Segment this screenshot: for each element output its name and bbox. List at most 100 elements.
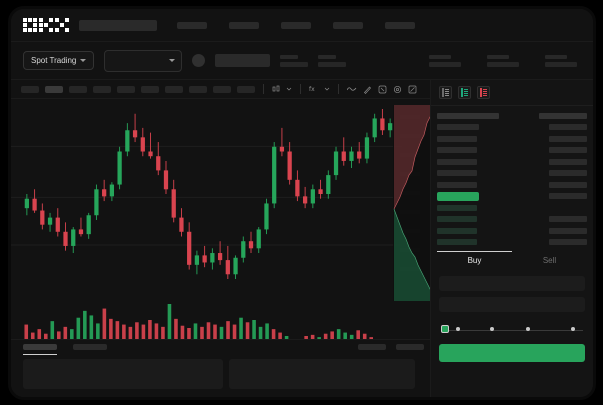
bottom-panel-left[interactable] xyxy=(23,359,223,389)
orderbook-ask-row[interactable] xyxy=(437,146,587,155)
tf-9[interactable] xyxy=(213,85,231,93)
orderbook-cell-amount xyxy=(549,216,587,222)
tf-5[interactable] xyxy=(117,85,135,93)
stat-label xyxy=(487,54,509,59)
orderbook-cell-amount xyxy=(549,181,587,188)
stat-value xyxy=(545,61,577,67)
order-amount-slider[interactable] xyxy=(441,325,583,336)
stat-value xyxy=(280,61,309,67)
tab-sell[interactable]: Sell xyxy=(542,255,557,265)
orderbook-bid-row[interactable] xyxy=(437,226,587,235)
gear-icon[interactable] xyxy=(393,85,402,94)
orderbook-cell-price xyxy=(437,170,477,176)
orderbook-cell-price xyxy=(437,135,477,142)
pair-select-dropdown[interactable] xyxy=(104,49,183,72)
orderbook-cell-amount xyxy=(549,135,587,142)
orders-tabs-bar xyxy=(11,339,436,355)
orderbook-ask-row[interactable] xyxy=(437,169,587,178)
stat-change xyxy=(318,54,347,67)
slider-node-25[interactable] xyxy=(456,327,461,331)
market-stats-right xyxy=(429,54,577,67)
orderbook-mode-both[interactable] xyxy=(439,86,452,99)
okx-logo-glyph-k xyxy=(39,18,53,32)
fullscreen-icon[interactable] xyxy=(408,85,417,94)
orderbook-last-price-row[interactable] xyxy=(437,191,587,201)
bottom-tab-action-2[interactable] xyxy=(396,343,424,350)
orderbook-rows[interactable] xyxy=(431,106,593,247)
stat-value xyxy=(318,61,347,67)
stat-last-price xyxy=(280,54,309,67)
nav-item-3[interactable] xyxy=(281,21,311,29)
chart-toolbar: fx xyxy=(11,80,436,99)
slider-node-50[interactable] xyxy=(490,327,495,331)
price-chart[interactable] xyxy=(11,99,436,339)
indicators-icon[interactable]: fx xyxy=(309,85,318,93)
device-frame: Spot Trading xyxy=(8,6,596,400)
nav-item-4[interactable] xyxy=(333,21,363,29)
top-navigation-bar xyxy=(11,9,593,42)
tf-1[interactable] xyxy=(21,85,39,93)
bottom-panel-right[interactable] xyxy=(229,359,415,389)
place-buy-order-button[interactable] xyxy=(439,343,585,362)
nav-item-2[interactable] xyxy=(229,21,259,29)
nav-item-1[interactable] xyxy=(177,21,207,29)
orderbook-cell-price xyxy=(437,227,477,234)
toolbar-divider xyxy=(338,84,339,94)
order-price-field[interactable] xyxy=(439,275,585,291)
orderbook-cell-price xyxy=(437,158,477,165)
magnet-icon[interactable] xyxy=(378,85,387,94)
line-chart-icon[interactable] xyxy=(347,85,357,93)
svg-text:fx: fx xyxy=(309,86,315,93)
orderbook-cell-amount xyxy=(549,239,587,245)
orderbook-mode-asks[interactable] xyxy=(477,86,490,99)
bottom-tab-open-orders[interactable] xyxy=(23,343,57,355)
tf-2[interactable] xyxy=(45,85,63,93)
slider-handle[interactable] xyxy=(441,325,449,333)
tab-buy[interactable]: Buy xyxy=(467,255,482,265)
orderbook-cell-price xyxy=(437,216,477,222)
orderbook-header-row[interactable] xyxy=(437,111,587,120)
orderbook-bid-row[interactable] xyxy=(437,238,587,247)
orderbook-cell-amount xyxy=(549,227,587,234)
nav-item-5[interactable] xyxy=(385,21,415,29)
tf-4[interactable] xyxy=(93,85,111,93)
indicators-chevron-icon[interactable] xyxy=(324,86,330,92)
okx-logo[interactable] xyxy=(23,18,69,32)
orderbook-cell-amount xyxy=(549,193,587,199)
orderbook-mode-switcher xyxy=(431,80,593,106)
active-tab-underline xyxy=(437,250,512,252)
orderbook-ask-row[interactable] xyxy=(437,123,587,132)
orderbook-ask-row[interactable] xyxy=(437,134,587,143)
orderbook-cell-price xyxy=(437,181,477,188)
candle-type-chevron-icon[interactable] xyxy=(286,86,292,92)
tf-8[interactable] xyxy=(189,85,207,93)
order-amount-field[interactable] xyxy=(439,296,585,312)
bottom-tab-action-1[interactable] xyxy=(358,343,386,350)
slider-node-100[interactable] xyxy=(571,327,576,331)
okx-logo-glyph-o xyxy=(23,18,37,32)
drawing-tools-icon[interactable] xyxy=(363,85,372,94)
tf-3[interactable] xyxy=(69,85,87,93)
orderbook-mode-bids[interactable] xyxy=(458,86,471,99)
slider-track xyxy=(441,329,583,331)
stat-label xyxy=(318,54,337,59)
orders-tabs-actions xyxy=(358,343,424,350)
tf-10[interactable] xyxy=(237,85,255,93)
toolbar-divider xyxy=(300,84,301,94)
spot-trading-dropdown[interactable]: Spot Trading xyxy=(23,51,95,70)
pair-name-placeholder xyxy=(215,54,271,67)
chevron-down-icon xyxy=(169,59,176,62)
orderbook-cell-amount xyxy=(539,112,587,119)
orderbook-ask-row[interactable] xyxy=(437,180,587,189)
orderbook-bid-row[interactable] xyxy=(437,203,587,212)
orderbook-bid-row[interactable] xyxy=(437,215,587,224)
candle-type-icon[interactable] xyxy=(272,85,280,93)
tf-7[interactable] xyxy=(165,85,183,93)
bottom-tab-order-history[interactable] xyxy=(73,343,107,350)
tf-6[interactable] xyxy=(141,85,159,93)
orderbook-ask-row[interactable] xyxy=(437,157,587,166)
nav-items xyxy=(177,21,415,29)
orderbook-cell-amount xyxy=(549,158,587,165)
slider-node-75[interactable] xyxy=(525,327,530,331)
